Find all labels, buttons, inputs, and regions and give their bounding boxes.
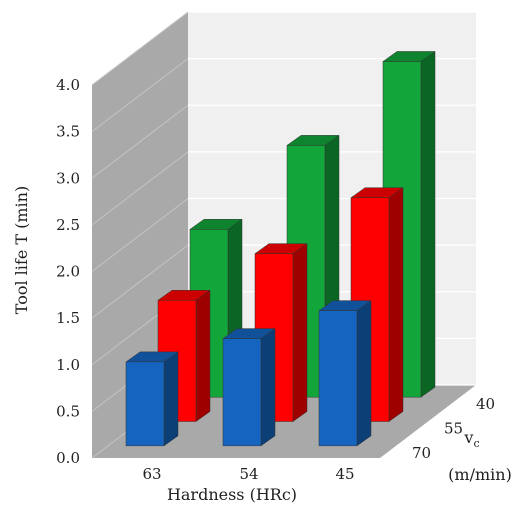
bar-side: [420, 50, 436, 398]
depth-axis-label-main: v: [463, 428, 473, 447]
bar-front: [318, 310, 358, 447]
bar-70-54: [222, 328, 276, 447]
y-tick-label: 4.0: [56, 76, 80, 94]
x-tick-label: 63: [142, 465, 161, 483]
gridline-side: [91, 104, 189, 179]
y-tick-label: 2.0: [56, 263, 80, 281]
x-axis-label: Hardness (HRc): [167, 485, 297, 504]
y-tick-labels: 0.0 0.5 1.0 1.5 2.0 2.5 3.0 3.5 4.0: [56, 76, 80, 467]
gridline-side: [91, 198, 189, 272]
depth-tick-label: 40: [476, 395, 495, 413]
bar-side: [195, 289, 211, 422]
bars: [125, 50, 436, 447]
depth-tick-labels: 70 55 40: [412, 395, 495, 462]
y-tick-label: 2.5: [56, 216, 80, 234]
bar-side: [356, 300, 372, 447]
y-tick-label: 1.5: [56, 309, 80, 327]
bar-70-45: [318, 300, 372, 447]
x-tick-label: 45: [335, 465, 354, 483]
y-tick-label: 3.5: [56, 123, 80, 141]
bar-front: [125, 361, 165, 447]
depth-axis-label: vc: [463, 428, 479, 450]
bar-front: [222, 338, 262, 447]
bar-side: [260, 328, 276, 447]
gridline-side: [91, 11, 189, 86]
bar-side: [388, 187, 404, 422]
x-tick-labels: 63 54 45: [142, 465, 354, 483]
bar-side: [292, 243, 308, 422]
x-tick-label: 54: [239, 465, 258, 483]
bar-70-63: [125, 351, 179, 447]
y-axis-label: Tool life T (min): [12, 186, 31, 314]
y-tick-label: 3.0: [56, 169, 80, 187]
gridline-side: [91, 58, 189, 133]
gridline-side: [91, 244, 189, 319]
gridline-side: [91, 151, 189, 226]
y-tick-label: 1.0: [56, 356, 80, 374]
y-tick-label: 0.5: [56, 402, 80, 420]
y-tick-label: 0.0: [56, 449, 80, 467]
bar-side: [163, 351, 179, 447]
depth-tick-label: 55: [444, 420, 463, 438]
depth-tick-label: 70: [412, 444, 431, 462]
depth-axis-unit: (m/min): [448, 465, 512, 484]
depth-axis-label-sub: c: [473, 437, 479, 450]
